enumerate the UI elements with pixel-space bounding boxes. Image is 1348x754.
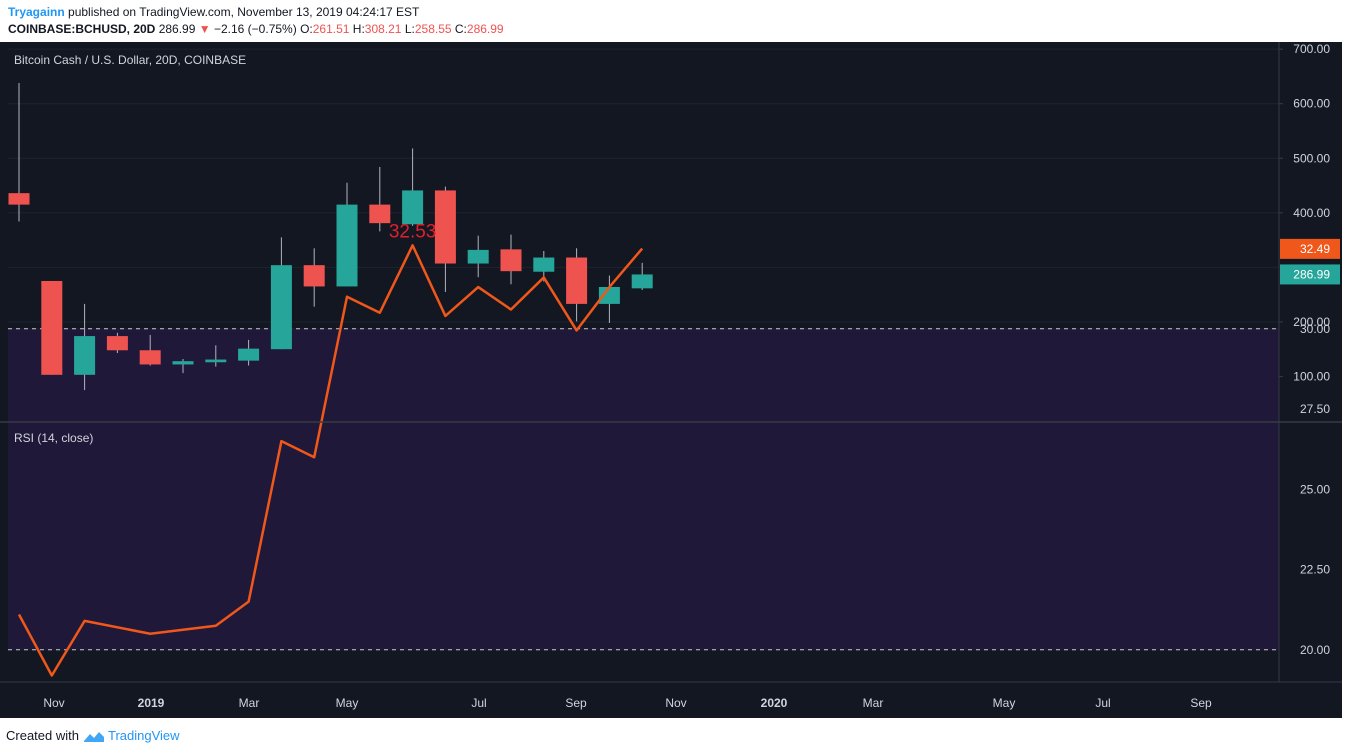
rsi-last-value-tag [1280,238,1340,259]
price-axis-label: 200.00 [1293,315,1330,329]
candle-body [566,257,588,304]
time-axis-label: Sep [1190,696,1212,710]
tradingview-logo-icon [83,731,104,742]
candle-body [238,348,260,361]
candle-body [500,249,522,272]
rsi-peak-label: 32.53 [389,221,437,242]
close-label: C: [454,22,467,36]
time-axis-label: Jul [1095,696,1110,710]
price-change: −2.16 (−0.75%) [213,22,297,36]
price-axis-label: 700.00 [1293,42,1330,56]
last-price: 286.99 [158,22,196,36]
rsi-last-value-label: 32.49 [1300,242,1330,256]
open-value: 261.51 [312,22,350,36]
rsi-pane-title: RSI (14, close) [14,431,93,445]
candle-body [336,204,358,287]
candle-body [369,204,391,224]
price-axis-label: 400.00 [1293,206,1330,220]
rsi-group: 32.53 [17,221,644,677]
candle-body [434,190,456,264]
candle-body [631,274,653,289]
candle-body [533,257,555,272]
price-axis-label: 600.00 [1293,97,1330,111]
footer: Created with TradingView [6,728,180,743]
candle-body [467,249,489,264]
open-label: O: [300,22,313,36]
tradingview-brand-text: TradingView [107,728,180,743]
publish-text: published on TradingView.com, November 1… [68,5,420,19]
author-link[interactable]: Tryagainn [8,5,65,19]
rsi-axis-label: 27.50 [1300,402,1330,416]
time-axis-label: 2019 [138,696,165,710]
low-value: 258.55 [414,22,452,36]
close-value: 286.99 [466,22,504,36]
high-label: H: [352,22,365,36]
candle-body [41,280,63,375]
last-price-tag-label: 286.99 [1293,267,1330,281]
candle-body [598,286,620,304]
down-arrow-icon: ▼ [198,22,211,36]
time-axis-label: Nov [665,696,686,710]
candle-body [402,190,424,225]
price-pane-title: Bitcoin Cash / U.S. Dollar, 20D, COINBAS… [14,53,246,67]
time-axis-label: Sep [565,696,587,710]
rsi-band-group [8,328,1279,651]
candle-body [139,350,161,365]
last-price-tag [1280,264,1340,285]
rsi-band [8,328,1279,650]
rsi-line [17,244,644,677]
axes-group: 100.00 200.00 400.00 500.00 600.00 700.00 286.… [0,42,1342,710]
candle-body [303,265,325,287]
rsi-axis-label: 25.00 [1300,482,1330,496]
candle-body [8,193,30,205]
candle-body [172,361,194,365]
candle-body [270,265,292,350]
rsi-axis-label: 20.00 [1300,643,1330,657]
tradingview-link[interactable]: TradingView [83,728,180,743]
price-axis-label: 100.00 [1293,369,1330,383]
time-axis-label: May [993,696,1016,710]
time-axis-label: Mar [239,696,260,710]
created-with-text: Created with [6,728,79,743]
candle-body [205,359,227,363]
time-axis-label: 2020 [761,696,788,710]
low-label: L: [404,22,415,36]
rsi-axis-label: 22.50 [1300,563,1330,577]
time-axis-label: May [336,696,359,710]
high-value: 308.21 [364,22,402,36]
rsi-axis-label: 30.00 [1300,322,1330,336]
candle-body [106,336,128,351]
time-axis-label: Mar [863,696,884,710]
price-axis-label: 500.00 [1293,151,1330,165]
symbol-info-bar: COINBASE:BCHUSD, 20D 286.99 ▼ −2.16 (−0.… [8,22,504,36]
chart-canvas[interactable]: 32.53 100.00 200.00 400.00 500.00 600.00 700.… [0,42,1342,718]
candle-body [74,336,96,375]
time-axis-label: Jul [471,696,486,710]
candles-group [8,82,653,391]
time-axis-label: Nov [43,696,64,710]
publish-info: Tryagainn published on TradingView.com, … [8,5,419,19]
symbol-name: COINBASE:BCHUSD, 20D [8,22,156,36]
